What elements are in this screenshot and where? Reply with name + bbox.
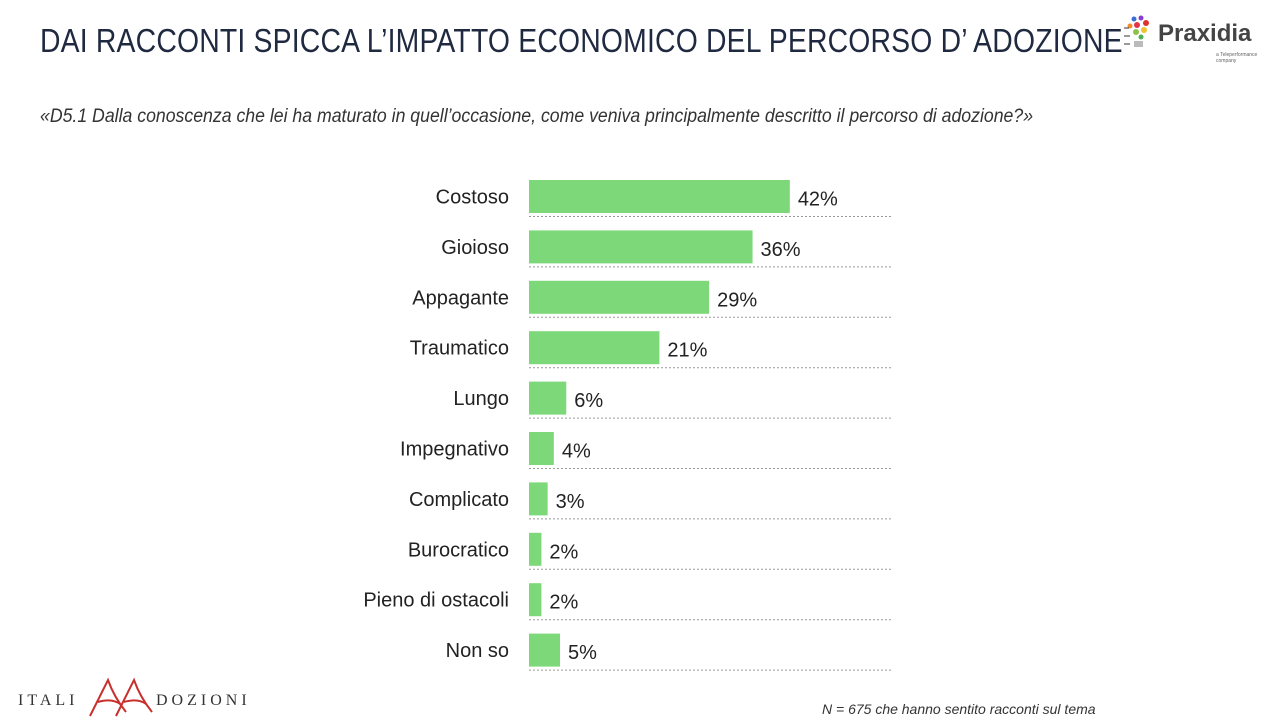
category-label: Gioioso: [441, 237, 509, 259]
category-label: Impegnativo: [400, 439, 509, 461]
praxidia-logo: Praxidia a Teleperformance company: [1124, 14, 1274, 64]
survey-question: «D5.1 Dalla conoscenza che lei ha matura…: [40, 106, 1034, 127]
logo-text-left: ITALI: [18, 692, 79, 709]
category-label: Pieno di ostacoli: [363, 590, 509, 612]
category-label: Lungo: [453, 388, 509, 410]
value-label: 4%: [562, 441, 591, 463]
value-label: 2%: [549, 592, 578, 614]
value-label: 29%: [717, 289, 757, 311]
category-label: Costoso: [436, 187, 509, 209]
bar: [529, 230, 753, 264]
category-label: Non so: [446, 640, 509, 662]
bar: [529, 381, 567, 415]
bar: [529, 432, 554, 465]
praxidia-tagline: a Teleperformance company: [1216, 52, 1258, 64]
category-label: Appagante: [412, 287, 509, 309]
value-label: 42%: [798, 189, 838, 211]
lightbulb-icon: [1124, 15, 1149, 47]
bar: [529, 482, 548, 516]
bar: [529, 583, 542, 617]
value-label: 6%: [574, 390, 603, 412]
value-label: 3%: [556, 491, 585, 513]
footnote: N = 675 che hanno sentito racconti sul t…: [822, 701, 1096, 717]
praxidia-wordmark: Praxidia: [1158, 20, 1252, 47]
bar: [529, 280, 710, 314]
logo-text-right: DOZIONI: [156, 692, 251, 709]
value-label: 5%: [568, 642, 597, 664]
bar: [529, 180, 790, 213]
bar: [529, 532, 542, 566]
dancers-icon: [89, 677, 153, 717]
value-label: 36%: [761, 239, 801, 261]
value-label: 2%: [549, 541, 578, 563]
category-label: Traumatico: [410, 338, 509, 360]
bar: [529, 331, 660, 365]
bar: [529, 633, 561, 667]
value-label: 21%: [667, 340, 707, 362]
page-title: DAI RACCONTI SPICCA L’IMPATTO ECONOMICO …: [40, 22, 1123, 59]
category-label: Complicato: [409, 489, 509, 511]
category-label: Burocratico: [408, 539, 509, 561]
italiadozioni-logo: ITALI DOZIONI: [18, 672, 248, 722]
